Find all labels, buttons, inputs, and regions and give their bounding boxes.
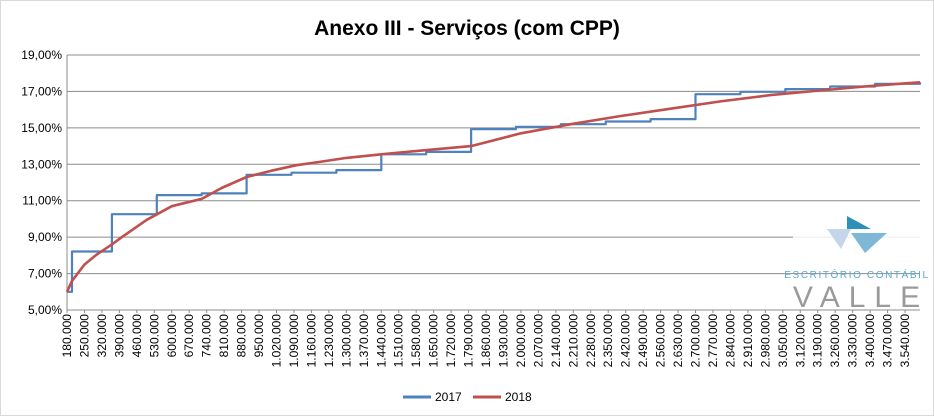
x-tick-label: 1.860.000 <box>479 314 493 368</box>
x-tick-label: 2.560.000 <box>654 314 668 368</box>
x-tick-label: 1.580.000 <box>409 314 423 368</box>
x-tick-label: 1.370.000 <box>357 314 371 368</box>
x-tick-label: 2.630.000 <box>671 314 685 368</box>
x-tick-label: 1.090.000 <box>287 314 301 368</box>
x-tick-label: 2.980.000 <box>758 314 772 368</box>
series-line-2017 <box>67 82 922 293</box>
y-tick-label: 11,00% <box>22 194 62 208</box>
x-tick-label: 1.650.000 <box>427 314 441 368</box>
x-tick-label: 3.540.000 <box>898 314 912 368</box>
x-tick-label: 3.190.000 <box>811 314 825 368</box>
x-tick-label: 3.260.000 <box>828 314 842 368</box>
x-tick-label: 1.720.000 <box>444 314 458 368</box>
valle-logo-icon <box>793 216 921 269</box>
x-tick-label: 390.000 <box>112 314 126 358</box>
x-tick-label: 2.700.000 <box>689 314 703 368</box>
x-tick-label: 670.000 <box>182 314 196 358</box>
x-tick-label: 1.160.000 <box>304 314 318 368</box>
x-tick-label: 880.000 <box>235 314 249 358</box>
y-tick-label: 7,00% <box>28 267 62 281</box>
x-tick-label: 1.300.000 <box>339 314 353 368</box>
x-tick-label: 3.400.000 <box>863 314 877 368</box>
series-lines <box>65 81 922 293</box>
y-tick-label: 19,00% <box>21 48 62 62</box>
chart-title: Anexo III - Serviços (com CPP) <box>314 17 620 40</box>
x-tick-label: 810.000 <box>217 314 231 358</box>
logo-line2: VALLE <box>793 281 929 314</box>
x-tick-label: 950.000 <box>252 314 266 358</box>
x-tick-label: 2.350.000 <box>601 314 615 368</box>
valle-logo: ESCRITÓRIO CONTÁBIL VALLE <box>784 216 929 314</box>
x-tick-label: 2.280.000 <box>584 314 598 368</box>
x-tick-label: 320.000 <box>95 314 109 358</box>
y-tick-label: 17,00% <box>21 84 62 98</box>
y-tick-label: 5,00% <box>28 303 62 317</box>
y-axis-ticks: 5,00% 7,00% 9,00% 11,00% 13,00% 15,00% 17,00% 1… <box>21 48 62 317</box>
x-axis-ticks: 180.000 250.000 320.000 390.000 460.000 530.0… <box>60 310 912 367</box>
y-tick-label: 9,00% <box>28 230 62 244</box>
legend-label-2017: 2017 <box>435 390 462 404</box>
x-tick-label: 2.840.000 <box>723 314 737 368</box>
x-tick-label: 2.770.000 <box>706 314 720 368</box>
x-tick-label: 740.000 <box>200 314 214 358</box>
x-tick-label: 2.910.000 <box>741 314 755 368</box>
x-tick-label: 3.470.000 <box>881 314 895 368</box>
x-tick-label: 2.420.000 <box>619 314 633 368</box>
y-tick-label: 13,00% <box>21 157 62 171</box>
x-tick-label: 530.000 <box>147 314 161 358</box>
x-tick-label: 250.000 <box>77 314 91 358</box>
x-tick-label: 460.000 <box>130 314 144 358</box>
x-tick-label: 2.140.000 <box>549 314 563 368</box>
x-tick-label: 1.440.000 <box>374 314 388 368</box>
x-tick-label: 3.050.000 <box>776 314 790 368</box>
x-tick-label: 1.020.000 <box>270 314 284 368</box>
x-tick-label: 1.790.000 <box>462 314 476 368</box>
series-line-2018 <box>65 81 921 293</box>
x-tick-label: 1.930.000 <box>496 314 510 368</box>
x-tick-label: 180.000 <box>60 314 74 358</box>
logo-line1: ESCRITÓRIO CONTÁBIL <box>784 268 929 281</box>
x-tick-label: 2.490.000 <box>636 314 650 368</box>
gridlines <box>66 54 920 311</box>
x-tick-label: 1.510.000 <box>392 314 406 368</box>
x-tick-label: 2.070.000 <box>531 314 545 368</box>
legend: 2017 2018 <box>403 390 532 404</box>
x-tick-label: 1.230.000 <box>322 314 336 368</box>
x-tick-label: 3.120.000 <box>793 314 807 368</box>
x-tick-label: 3.330.000 <box>846 314 860 368</box>
x-tick-label: 2.000.000 <box>514 314 528 368</box>
y-tick-label: 15,00% <box>21 121 62 135</box>
x-tick-label: 2.210.000 <box>566 314 580 368</box>
x-tick-label: 600.000 <box>165 314 179 358</box>
legend-label-2018: 2018 <box>505 390 532 404</box>
